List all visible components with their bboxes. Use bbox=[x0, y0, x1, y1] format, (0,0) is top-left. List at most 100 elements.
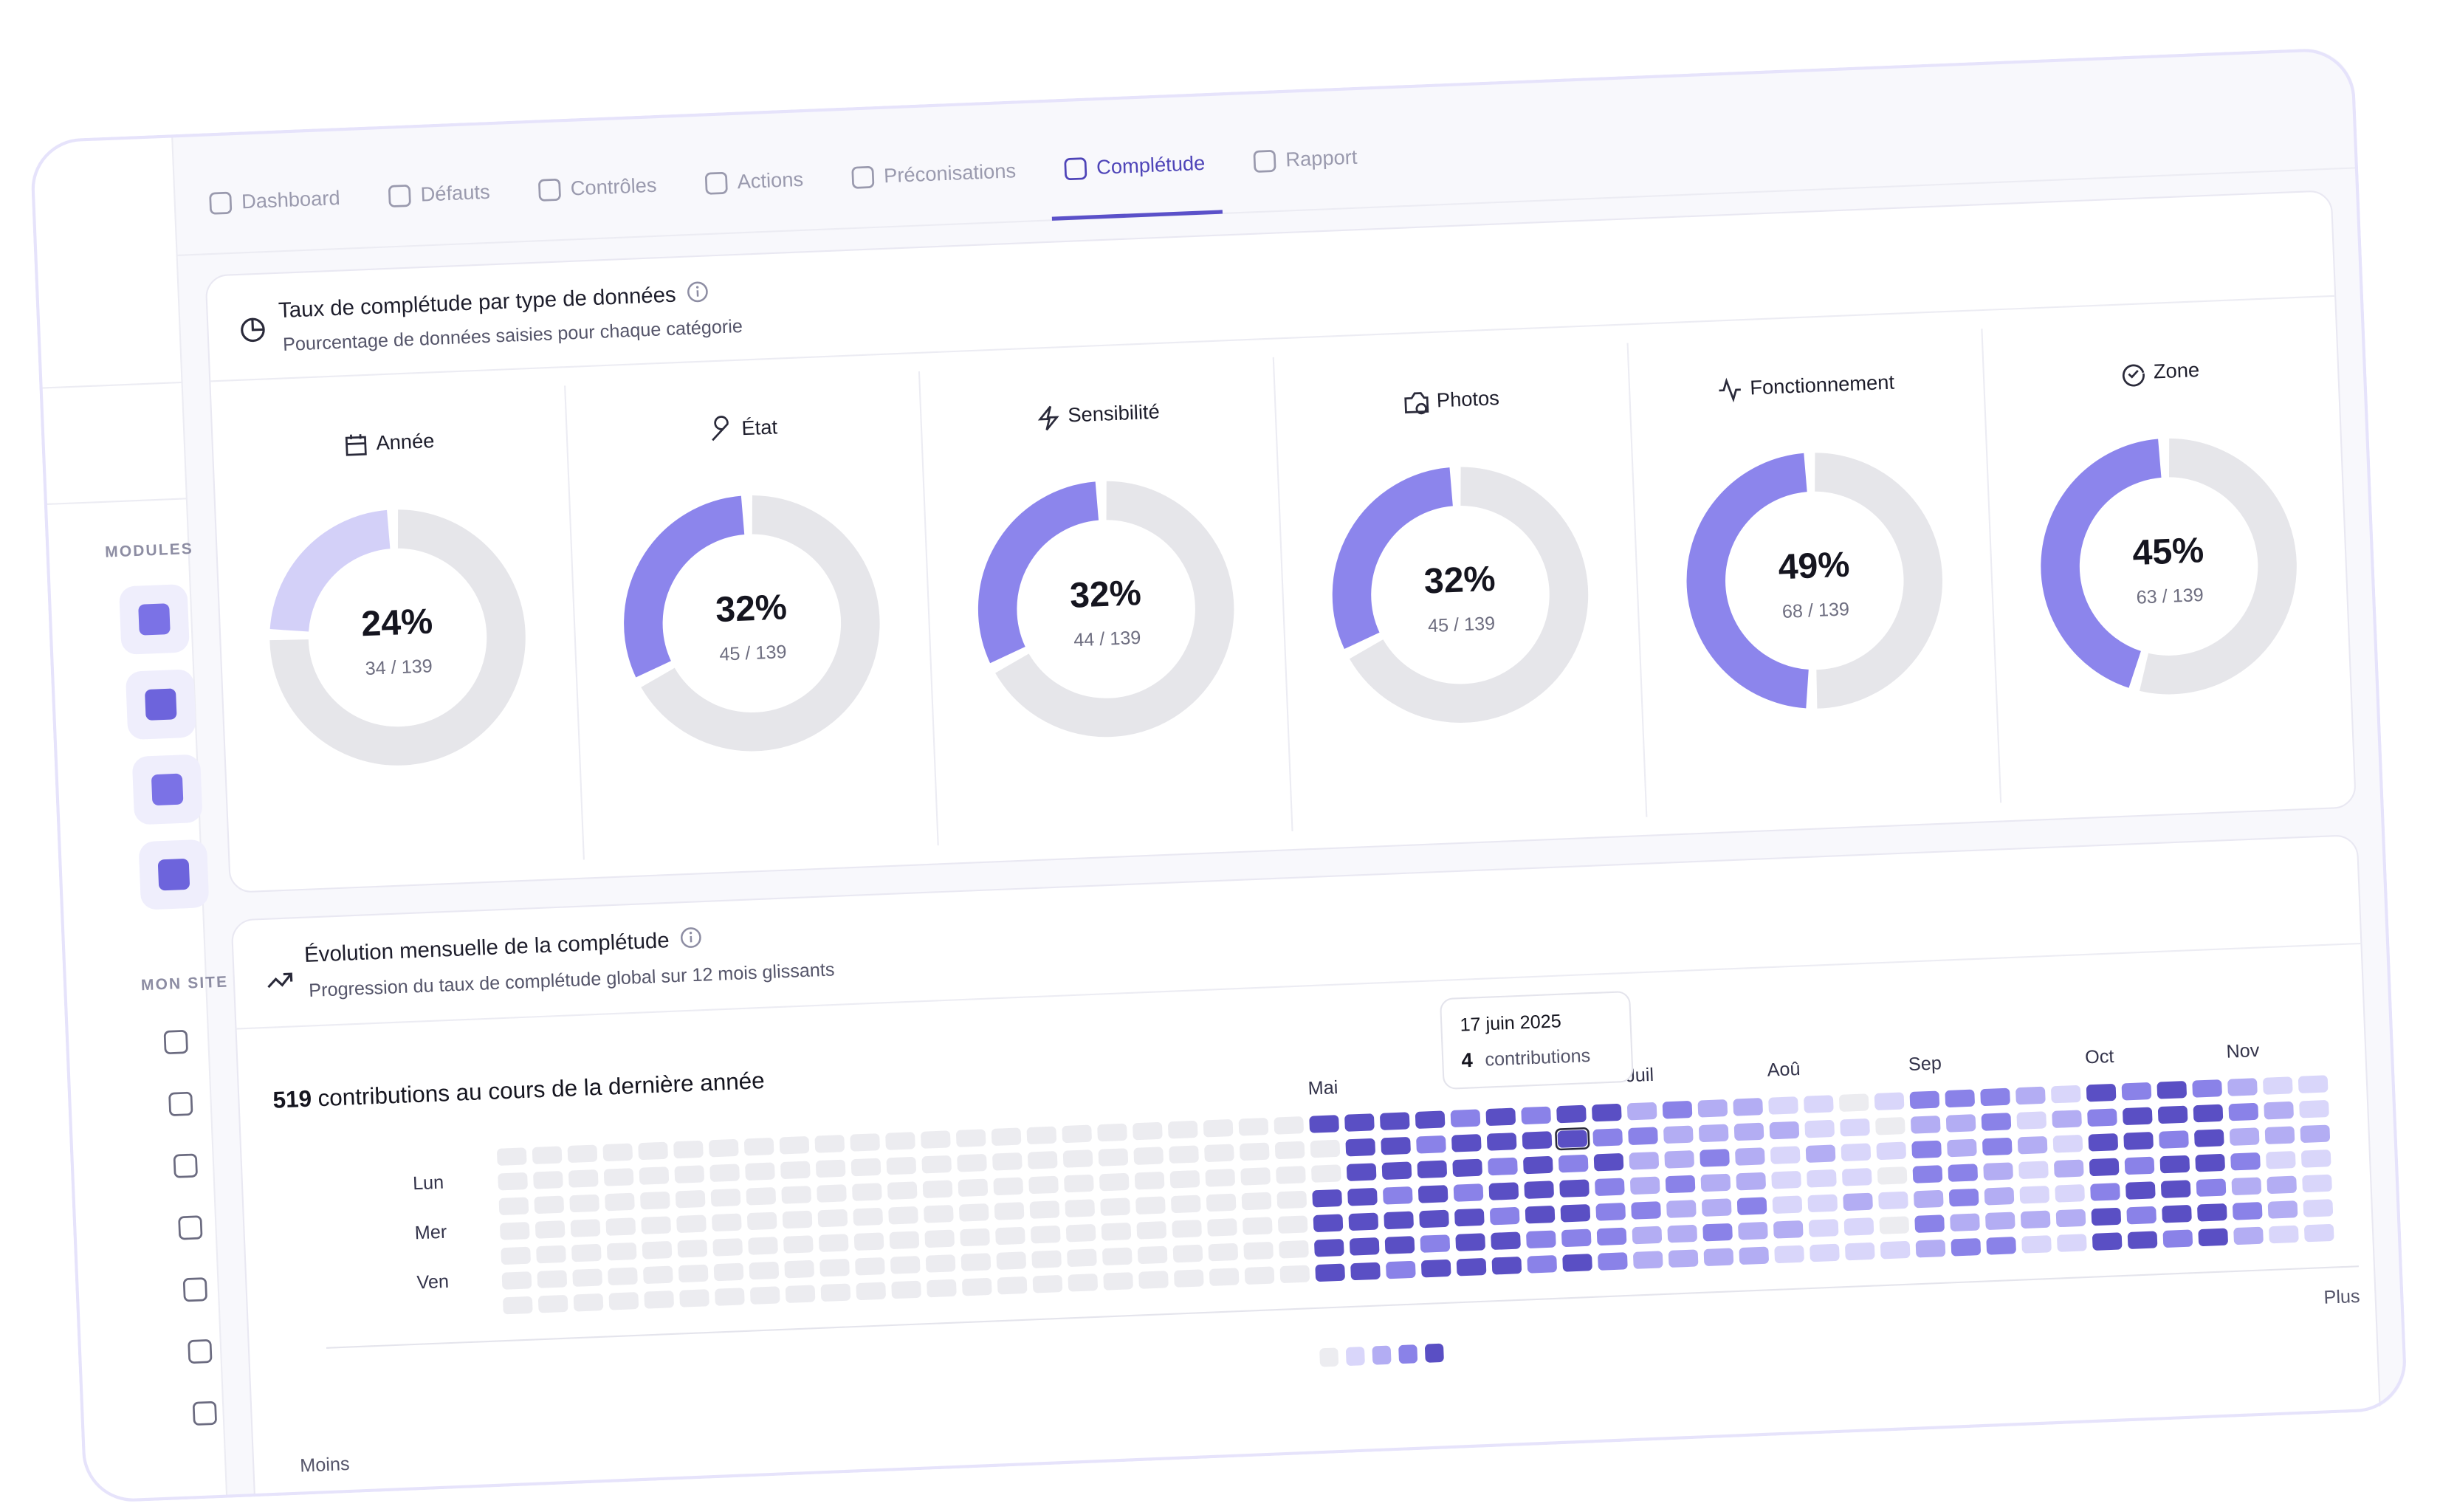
heat-cell bbox=[501, 1271, 532, 1290]
heat-cell bbox=[1808, 1219, 1839, 1237]
heat-cell bbox=[1240, 1142, 1270, 1161]
heat-cell bbox=[2121, 1082, 2152, 1101]
heat-cell bbox=[2125, 1181, 2156, 1200]
site-icon[interactable] bbox=[182, 1277, 207, 1302]
heat-cell bbox=[643, 1265, 673, 1284]
heat-cell bbox=[1596, 1227, 1627, 1246]
heat-cell bbox=[1450, 1109, 1481, 1127]
heat-cell bbox=[1556, 1104, 1587, 1124]
site-icon[interactable] bbox=[178, 1215, 203, 1240]
donut-count: 34 / 139 bbox=[365, 656, 433, 679]
heat-cell bbox=[2159, 1155, 2190, 1174]
heat-cell bbox=[1065, 1224, 1096, 1243]
heat-cell bbox=[814, 1135, 845, 1153]
heat-cell bbox=[1383, 1186, 1413, 1205]
heat-cell bbox=[1455, 1233, 1485, 1251]
heat-cell bbox=[1421, 1260, 1451, 1278]
day-label: Ven bbox=[416, 1271, 450, 1293]
heat-cell bbox=[855, 1257, 885, 1276]
heat-cell bbox=[1417, 1185, 1448, 1203]
heat-cell bbox=[2124, 1156, 2155, 1175]
site-icon[interactable] bbox=[163, 1030, 188, 1054]
heat-cell bbox=[850, 1158, 882, 1177]
site-icon[interactable] bbox=[173, 1153, 198, 1178]
site-icon[interactable] bbox=[188, 1339, 213, 1364]
heat-cell bbox=[1631, 1201, 1661, 1220]
tab[interactable]: Contrôles bbox=[570, 173, 657, 200]
heat-cell bbox=[1666, 1200, 1697, 1218]
heat-cell bbox=[748, 1237, 778, 1255]
heat-cell bbox=[1031, 1250, 1062, 1268]
tab[interactable]: Rapport bbox=[1285, 145, 1358, 171]
heat-cell bbox=[498, 1197, 529, 1215]
heat-cell bbox=[2227, 1078, 2258, 1096]
heat-cell bbox=[638, 1141, 668, 1161]
sidebar-label: MODULES bbox=[105, 540, 194, 561]
heat-cell bbox=[1697, 1099, 1728, 1118]
heat-cell bbox=[1629, 1152, 1659, 1170]
heat-cell bbox=[1451, 1134, 1482, 1152]
heat-cell bbox=[817, 1184, 847, 1203]
tab[interactable]: Défauts bbox=[420, 180, 490, 206]
heat-cell bbox=[568, 1169, 599, 1188]
heat-cell bbox=[1911, 1140, 1942, 1159]
heat-cell bbox=[1381, 1137, 1411, 1155]
heat-cell bbox=[1948, 1189, 1979, 1207]
heat-cell bbox=[1209, 1268, 1240, 1286]
tab[interactable]: Actions bbox=[737, 168, 804, 193]
site-icon[interactable] bbox=[192, 1401, 217, 1426]
donut-percent: 45% bbox=[2131, 530, 2204, 573]
heat-cell bbox=[1981, 1113, 2012, 1131]
heat-cell bbox=[2123, 1132, 2154, 1150]
heat-cell bbox=[1562, 1254, 1592, 1272]
tooltip-label: contributions bbox=[1485, 1045, 1591, 1071]
legend-swatch bbox=[1425, 1343, 1444, 1363]
heat-cell bbox=[1845, 1242, 1875, 1261]
tab[interactable]: Complétude bbox=[1096, 151, 1206, 179]
panel-divider bbox=[236, 942, 2362, 1030]
tab[interactable]: Préconisations bbox=[884, 159, 1017, 187]
heat-cell bbox=[2016, 1111, 2046, 1130]
heat-cell bbox=[674, 1165, 704, 1183]
heat-cell bbox=[2269, 1225, 2299, 1244]
heat-cell bbox=[1276, 1166, 1306, 1184]
column-divider bbox=[1626, 343, 1648, 817]
heat-cell bbox=[644, 1291, 674, 1309]
heat-cell bbox=[1733, 1122, 1764, 1141]
heat-cell bbox=[1948, 1164, 1978, 1182]
heat-cell bbox=[1345, 1138, 1375, 1157]
heat-cell bbox=[2052, 1135, 2083, 1153]
heat-cell bbox=[889, 1231, 920, 1249]
heat-cell bbox=[608, 1292, 639, 1310]
heat-cell bbox=[537, 1270, 567, 1288]
heat-cell bbox=[1911, 1116, 1941, 1134]
legend-swatch bbox=[1398, 1344, 1418, 1364]
heat-cell bbox=[1347, 1188, 1378, 1206]
site-icon[interactable] bbox=[168, 1091, 193, 1116]
tab[interactable]: Dashboard bbox=[241, 186, 340, 213]
heat-cell bbox=[1525, 1206, 1556, 1224]
heat-cell bbox=[2233, 1226, 2264, 1245]
heat-cell bbox=[991, 1127, 1022, 1146]
heat-cell bbox=[538, 1295, 568, 1313]
heat-cell bbox=[1274, 1141, 1305, 1160]
heat-cell bbox=[2266, 1151, 2296, 1169]
donut-title: Photos bbox=[1436, 386, 1499, 411]
month-label: Mai bbox=[1307, 1077, 1338, 1099]
tab-icon bbox=[209, 191, 233, 215]
heat-cell bbox=[1805, 1144, 1836, 1163]
heat-cell bbox=[2302, 1174, 2332, 1193]
heat-cell bbox=[1240, 1167, 1271, 1186]
heat-cell bbox=[2052, 1110, 2082, 1128]
donut-icon bbox=[1719, 377, 1741, 403]
highlight-cell bbox=[1555, 1127, 1590, 1151]
heat-cell bbox=[2231, 1177, 2261, 1195]
heat-cell bbox=[1527, 1255, 1557, 1274]
heat-cell bbox=[1028, 1175, 1059, 1195]
heat-cell bbox=[1633, 1251, 1663, 1269]
heat-cell bbox=[956, 1129, 986, 1147]
tab-icon bbox=[388, 185, 411, 207]
heat-cell bbox=[715, 1288, 745, 1306]
heat-cell bbox=[1102, 1247, 1133, 1265]
